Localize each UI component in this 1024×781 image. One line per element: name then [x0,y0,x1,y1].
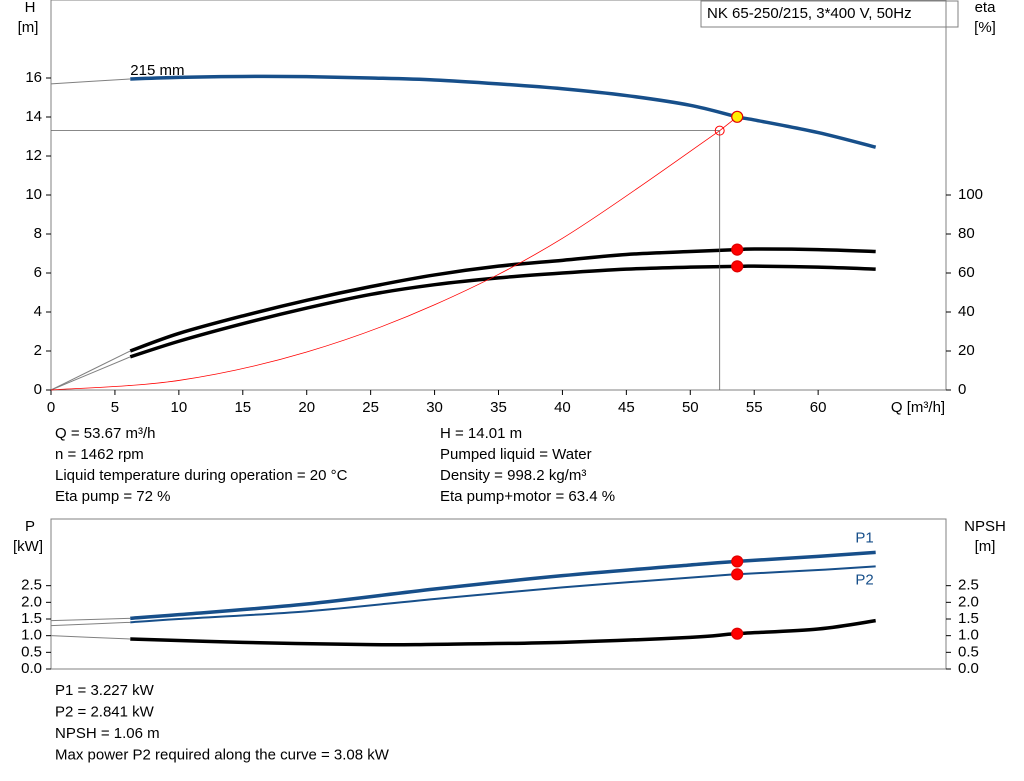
curve [50,356,131,391]
y-tick-label: 4 [34,303,42,320]
y-axis-title: P [25,518,35,535]
curve [50,621,131,627]
x-tick-label: 50 [682,399,699,416]
info-text: Pumped liquid = Water [440,446,592,463]
x-tick-label: 10 [171,399,188,416]
info-text: P2 = 2.841 kW [55,703,155,720]
y2-tick-label: 0 [958,381,966,398]
y2-tick-label: 2.5 [958,577,979,594]
info-text: P1 = 3.227 kW [55,682,155,699]
y2-tick-label: 1.5 [958,610,979,627]
info-text: NPSH = 1.06 m [55,725,160,742]
plot-frame [50,518,947,670]
info-text: Density = 998.2 kg/m³ [440,467,586,484]
y-axis-title: H [25,0,36,16]
y-tick-label: 6 [34,264,42,281]
curve [130,565,876,624]
info-text: n = 1462 rpm [55,446,144,463]
x-tick-label: 40 [554,399,571,416]
system-point [714,125,725,136]
y-tick-label: 2.5 [21,577,42,594]
y-tick-label: 0.0 [21,660,42,677]
operating-point [731,110,744,123]
x-tick-label: 0 [47,399,55,416]
x-tick-label: 35 [490,399,507,416]
series-label: P1 [855,529,873,546]
y2-tick-label: 60 [958,264,975,281]
x-tick-label: 15 [234,399,251,416]
y2-axis-title: [m] [975,538,996,555]
x-tick-label: 30 [426,399,443,416]
curve [130,74,877,149]
curve [130,618,876,647]
y2-tick-label: 0.0 [958,660,979,677]
info-text: Eta pump = 72 % [55,488,171,505]
y-tick-label: 2 [34,342,42,359]
y-tick-label: 16 [25,69,42,86]
curve [129,247,876,353]
operating-point [731,555,744,568]
operating-point [731,568,744,581]
x-tick-label: 60 [810,399,827,416]
x-tick-label: 45 [618,399,635,416]
title: NK 65-250/215, 3*400 V, 50Hz [707,5,912,22]
title-box [700,0,959,28]
info-text: H = 14.01 m [440,425,522,442]
y-tick-label: 1.0 [21,627,42,644]
x-tick-label: 5 [111,399,119,416]
y-tick-label: 0.5 [21,643,42,660]
y-axis-title: [kW] [13,538,43,555]
y2-tick-label: 80 [958,225,975,242]
info-text: Max power P2 required along the curve = … [55,746,390,763]
operating-point [731,627,744,640]
series-label: P2 [855,571,873,588]
y-tick-label: 10 [25,186,42,203]
info-text: Q = 53.67 m³/h [55,425,155,442]
y-tick-label: 8 [34,225,42,242]
y2-tick-label: 0.5 [958,643,979,660]
y-tick-label: 14 [25,108,42,125]
operating-point [731,260,744,273]
y-tick-label: 12 [25,147,42,164]
x-tick-label: 55 [746,399,763,416]
curve [50,635,131,640]
y2-tick-label: 20 [958,342,975,359]
y-tick-label: 1.5 [21,610,42,627]
curve [50,617,131,622]
y2-tick-label: 1.0 [958,627,979,644]
curve [50,130,720,391]
y2-tick-label: 100 [958,186,983,203]
info-text: Eta pump+motor = 63.4 % [440,488,615,505]
x-axis-title: Q [m³/h] [891,399,945,416]
curve [130,550,876,621]
info-text: Liquid temperature during operation = 20… [55,467,348,484]
y2-axis-title: eta [975,0,997,16]
y-axis-title: [m] [18,19,39,36]
x-tick-label: 20 [298,399,315,416]
y2-axis-title: NPSH [964,518,1006,535]
y-tick-label: 2.0 [21,593,42,610]
operating-point [731,243,744,256]
y2-tick-label: 2.0 [958,593,979,610]
y2-axis-title: [%] [974,19,996,36]
curve [50,78,131,85]
x-tick-label: 25 [362,399,379,416]
y2-tick-label: 40 [958,303,975,320]
curve [50,350,131,391]
y-tick-label: 0 [34,381,42,398]
series-label: 215 mm [130,62,184,79]
curve [129,264,876,359]
